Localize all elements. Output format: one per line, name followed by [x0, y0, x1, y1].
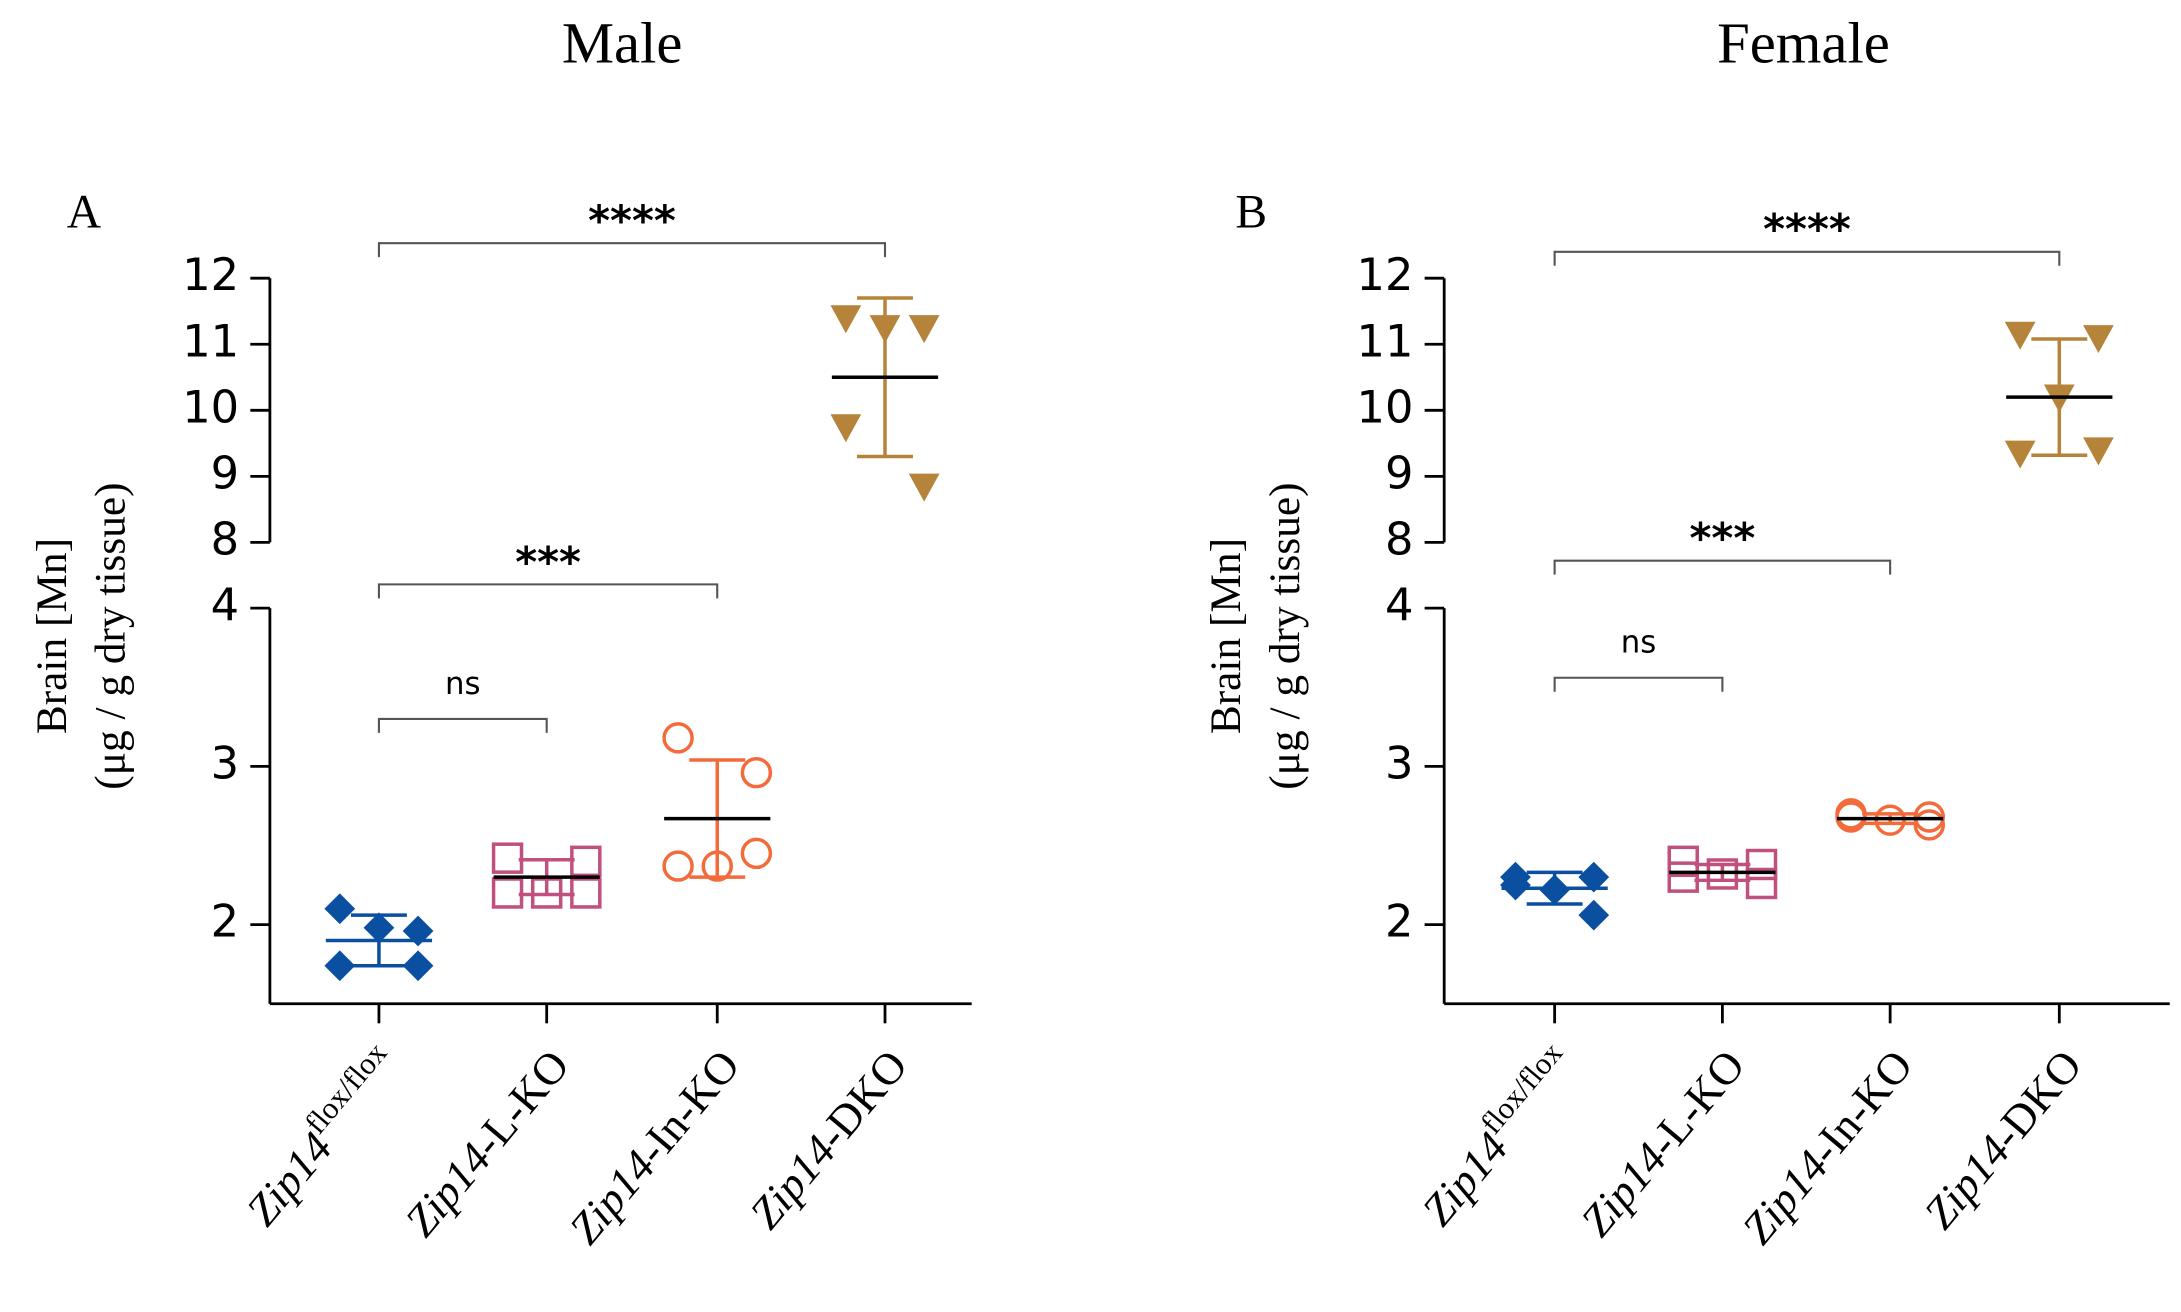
significance-label: *** [1689, 514, 1755, 563]
x-tick-label: Zip14-DKO [740, 1041, 917, 1239]
y-tick-label: 4 [211, 578, 239, 631]
category-italic: Zip14 [1412, 1123, 1517, 1235]
x-tick-label: Zip14-In-KO [1732, 1041, 1922, 1254]
point [491, 877, 524, 909]
y-axis-label: Brain [Mn] [1202, 538, 1250, 734]
x-tick-label: Zip14-L-KO [395, 1041, 579, 1246]
y-tick-label: 3 [211, 736, 239, 789]
x-tick-label: Zip14-L-KO [1571, 1041, 1755, 1246]
point [1500, 869, 1531, 901]
point [402, 950, 434, 982]
point [324, 893, 356, 925]
significance-label: *** [515, 537, 581, 586]
category-suffix: -L-KO [462, 1041, 579, 1166]
y-tick-label: 3 [1385, 736, 1413, 789]
y-tick-label: 2 [1385, 895, 1413, 948]
point [662, 850, 694, 882]
point [830, 305, 862, 334]
y-tick-label: 9 [211, 446, 239, 499]
significance-label: **** [588, 196, 676, 245]
x-tick-label: Zip14-DKO [1914, 1041, 2091, 1239]
point [2004, 321, 2036, 350]
category-italic: Zip14 [237, 1123, 342, 1235]
x-tick-label: Zip14flox/flox [1407, 1036, 1587, 1235]
x-tick-label: Zip14-In-KO [560, 1041, 750, 1254]
significance-bracket [1553, 559, 1892, 575]
point [1745, 848, 1778, 881]
category-suffix: -In-KO [1800, 1041, 1923, 1174]
point [2083, 437, 2114, 466]
significance-bracket [377, 242, 887, 258]
point [2004, 440, 2036, 469]
category-sup: flox/flox [1474, 1036, 1569, 1140]
y-tick-label: 10 [182, 380, 239, 433]
point [491, 842, 524, 874]
y-tick-label: 8 [1385, 512, 1413, 565]
point [1745, 867, 1778, 900]
y-tick-label: 12 [1357, 248, 1414, 301]
significance-label: ns [445, 666, 481, 702]
chart-title: Female [1717, 10, 1890, 75]
significance-bracket [1553, 676, 1724, 692]
y-tick-label: 10 [1357, 380, 1414, 433]
panel-label: B [1235, 187, 1267, 239]
significance-bracket [377, 583, 719, 599]
x-tick-label: Zip14flox/flox [231, 1036, 411, 1235]
point [570, 877, 602, 909]
point [830, 414, 862, 443]
y-tick-label: 2 [211, 895, 239, 948]
point [2083, 325, 2114, 354]
category-suffix: -L-KO [1638, 1041, 1755, 1166]
chart-title: Male [562, 10, 683, 75]
point [908, 473, 940, 502]
category-suffix: -DKO [1981, 1041, 2091, 1159]
panel-label: A [67, 187, 101, 239]
point [1578, 899, 1610, 931]
point [1667, 861, 1699, 893]
point [570, 845, 602, 878]
significance-label: **** [1763, 205, 1851, 254]
point [324, 950, 356, 982]
point [1578, 861, 1610, 893]
point [908, 315, 940, 344]
category-sup: flox/flox [298, 1036, 393, 1140]
y-tick-label: 11 [182, 314, 239, 367]
y-tick-label: 9 [1385, 446, 1413, 499]
y-tick-label: 8 [211, 512, 239, 565]
y-axis-label: Brain [Mn] [28, 538, 76, 734]
category-suffix: -In-KO [627, 1041, 750, 1174]
y-axis-label: (μg / g dry tissue) [87, 482, 135, 789]
point [740, 756, 773, 789]
y-axis-label: (μg / g dry tissue) [1261, 482, 1309, 789]
significance-label: ns [1621, 625, 1657, 661]
significance-bracket [1553, 250, 2061, 266]
y-tick-label: 4 [1385, 578, 1413, 631]
point [740, 837, 773, 870]
y-tick-label: 11 [1357, 314, 1414, 367]
point [1667, 845, 1699, 878]
point [662, 722, 694, 754]
category-suffix: -DKO [807, 1041, 917, 1159]
y-tick-label: 12 [182, 248, 239, 301]
significance-bracket [377, 717, 548, 733]
